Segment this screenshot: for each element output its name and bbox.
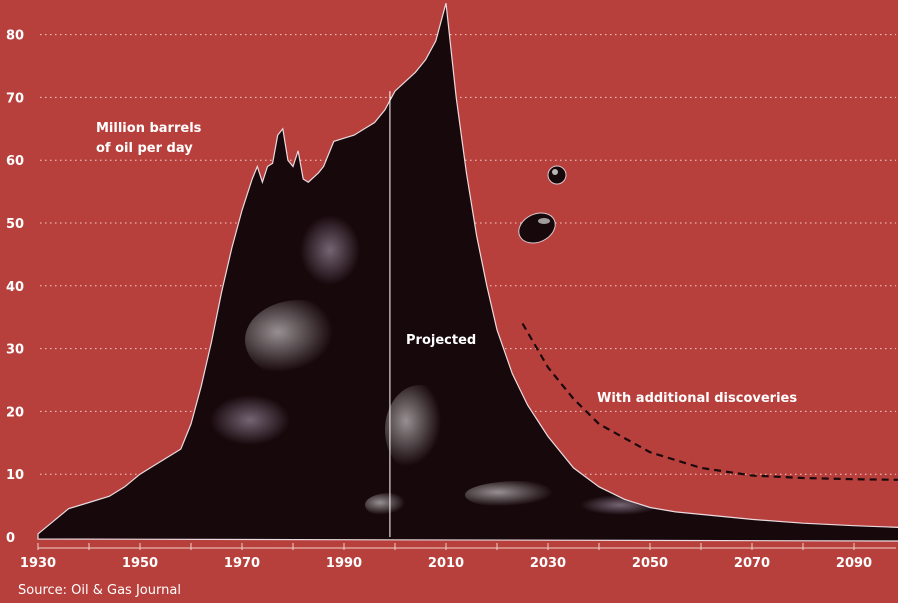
oil-droplet: [547, 165, 567, 185]
oil-droplet-highlight: [538, 218, 550, 224]
x-axis-ticks: 1930 1950 1970 1990 2010 2030 2050 2070 2090: [20, 543, 872, 571]
x-tick-label: 1950: [122, 556, 158, 571]
y-tick-label: 20: [6, 405, 24, 420]
unit-label-line1: Million barrels: [96, 121, 202, 136]
unit-label: Million barrels of oil per day: [96, 121, 206, 156]
oil-highlight: [300, 215, 360, 285]
y-tick-label: 70: [6, 91, 24, 106]
x-tick-label: 2030: [530, 556, 566, 571]
additional-discoveries-line: [521, 322, 898, 481]
oil-highlight: [385, 385, 455, 475]
x-tick-label: 2070: [734, 556, 770, 571]
x-tick-label: 2010: [428, 556, 464, 571]
x-tick-label: 2050: [632, 556, 668, 571]
y-tick-label: 60: [6, 154, 24, 169]
y-tick-label: 80: [6, 29, 24, 44]
x-tick-label: 1990: [326, 556, 362, 571]
y-tick-label: 0: [6, 531, 15, 546]
x-tick-label: 1970: [224, 556, 260, 571]
oil-highlight: [245, 300, 355, 380]
oil-droplets: [518, 165, 567, 244]
y-tick-label: 50: [6, 217, 24, 232]
y-tick-label: 40: [6, 280, 24, 295]
x-tick-label: 1930: [20, 556, 56, 571]
y-tick-label: 30: [6, 343, 24, 358]
y-tick-label: 10: [6, 468, 24, 483]
oil-droplet-highlight: [552, 169, 558, 175]
y-axis-ticks: 0 10 20 30 40 50 60 70 80: [6, 29, 24, 546]
unit-label-line2: of oil per day: [96, 141, 193, 156]
oil-highlight: [465, 481, 575, 509]
x-tick-label: 2090: [836, 556, 872, 571]
oil-highlight: [210, 395, 290, 445]
source-note: Source: Oil & Gas Journal: [18, 583, 181, 598]
additional-discoveries-label: With additional discoveries: [597, 391, 797, 406]
oil-sheen-highlights: [210, 215, 660, 517]
projected-label: Projected: [406, 333, 476, 348]
